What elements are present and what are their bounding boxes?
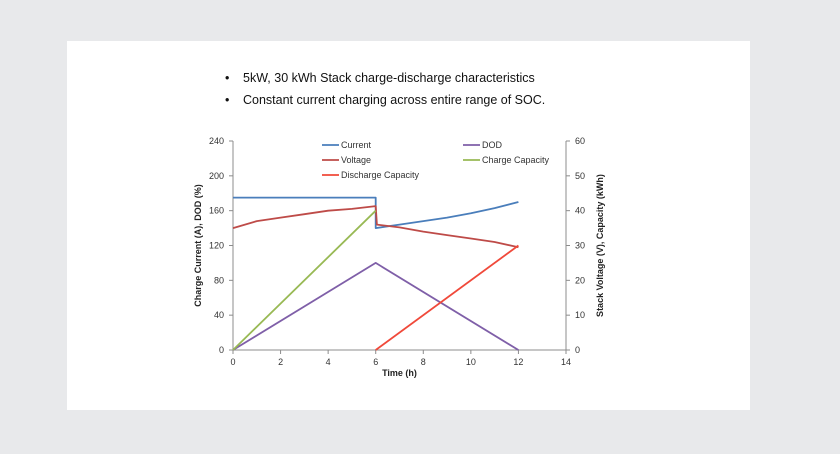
series-line-charge-capacity	[232, 210, 377, 351]
y-left-tick-label: 160	[209, 206, 224, 216]
y-left-tick-label: 80	[214, 275, 224, 285]
x-tick-label: 6	[373, 357, 378, 367]
series-line-dod	[232, 261, 519, 351]
bullet-item: 5kW, 30 kWh Stack charge-discharge chara…	[221, 70, 545, 92]
series-line-discharge-capacity	[375, 244, 519, 351]
legend-label: Charge Capacity	[482, 155, 550, 165]
legend-label: DOD	[482, 140, 503, 150]
bullet-list: 5kW, 30 kWh Stack charge-discharge chara…	[221, 70, 545, 114]
x-tick-label: 12	[513, 357, 523, 367]
y-right-tick-label: 40	[575, 206, 585, 216]
bullet-item: Constant current charging across entire …	[221, 92, 545, 114]
y-right-tick-label: 0	[575, 345, 580, 355]
x-tick-label: 8	[421, 357, 426, 367]
y-left-tick-label: 200	[209, 171, 224, 181]
y-axis-right-label: Stack Voltage (V), Capacity (kWh)	[595, 174, 605, 317]
legend-label: Current	[341, 140, 372, 150]
y-right-tick-label: 10	[575, 310, 585, 320]
y-left-tick-label: 120	[209, 241, 224, 251]
x-tick-label: 4	[326, 357, 331, 367]
legend-label: Voltage	[341, 155, 371, 165]
series-line-voltage	[232, 205, 519, 249]
x-tick-label: 14	[561, 357, 571, 367]
y-right-tick-label: 50	[575, 171, 585, 181]
y-right-tick-label: 30	[575, 241, 585, 251]
slide: 5kW, 30 kWh Stack charge-discharge chara…	[67, 41, 750, 410]
legend-label: Discharge Capacity	[341, 170, 420, 180]
x-axis-label: Time (h)	[382, 368, 417, 378]
x-tick-label: 10	[466, 357, 476, 367]
chart: 0 2 4 6 8 10 12 14 0 40 80 120 160 200 240 0 10 20 30 40 50 6…	[193, 136, 605, 378]
y-right-tick-label: 60	[575, 136, 585, 146]
x-tick-label: 2	[278, 357, 283, 367]
x-tick-label: 0	[230, 357, 235, 367]
y-left-tick-label: 40	[214, 310, 224, 320]
y-right-tick-label: 20	[575, 275, 585, 285]
y-left-tick-label: 0	[219, 345, 224, 355]
y-left-tick-label: 240	[209, 136, 224, 146]
y-axis-left-label: Charge Current (A), DOD (%)	[193, 184, 203, 307]
